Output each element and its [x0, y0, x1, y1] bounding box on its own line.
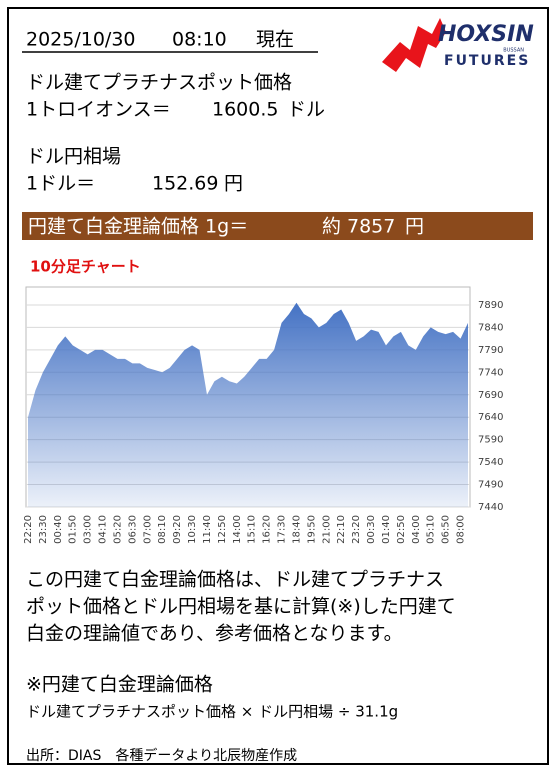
result-label: 円建て白金理論価格 1g＝: [28, 216, 248, 238]
frame: [7, 7, 549, 765]
fx-currency: 円: [224, 173, 243, 195]
x-tick-label: 22:10: [336, 515, 347, 544]
y-tick-label: 7890: [478, 300, 503, 311]
x-tick-label: 02:50: [396, 515, 407, 544]
x-tick-label: 16:20: [262, 515, 273, 544]
x-tick-label: 21:00: [321, 515, 332, 544]
platinum-unit: 1トロイオンス＝: [26, 99, 171, 121]
source: 出所：DIAS 各種データより北辰物産作成: [26, 747, 297, 764]
x-tick-label: 04:10: [98, 515, 109, 544]
y-tick-label: 7540: [478, 457, 503, 468]
logo-name: HOXSIN: [438, 22, 534, 47]
result-currency: 円: [405, 216, 424, 238]
x-tick-label: 14:00: [232, 515, 243, 544]
chart-title: 10分足チャート: [30, 258, 141, 276]
platinum-value: 1600.5: [212, 99, 278, 121]
x-tick-label: 23:30: [38, 515, 49, 544]
fx-label: ドル円相場: [26, 146, 121, 168]
time: 08:10: [172, 29, 227, 51]
area: [28, 302, 468, 507]
chart: 7440 7490 7540 7590 7640 7690 7740 7790 7840 7890…: [23, 286, 503, 544]
formula: ドル建てプラチナスポット価格 × ドル円相場 ÷ 31.1g: [26, 703, 398, 721]
formula-title: ※円建て白金理論価格: [26, 674, 213, 696]
x-tick-label: 03:00: [83, 515, 94, 544]
x-tick-label: 05:20: [112, 515, 123, 544]
x-tick-label: 05:10: [426, 515, 437, 544]
result-value: 7857: [347, 216, 395, 238]
date: 2025/10/30: [26, 29, 136, 51]
result-approx: 約: [322, 216, 341, 238]
x-tick-label: 08:10: [157, 515, 168, 544]
result-bar: [22, 212, 533, 240]
x-tick-label: 17:30: [277, 515, 288, 544]
x-tick-label: 11:40: [202, 515, 213, 544]
x-tick-label: 19:50: [306, 515, 317, 544]
note-line: 白金の理論値であり、参考価格となります。: [26, 623, 403, 645]
x-tick-label: 22:20: [23, 515, 34, 544]
logo-mark: [382, 18, 446, 72]
x-tick-label: 04:00: [411, 515, 422, 544]
y-tick-label: 7490: [478, 480, 503, 491]
y-tick-label: 7790: [478, 345, 503, 356]
y-tick-label: 7690: [478, 390, 503, 401]
status: 現在: [256, 29, 294, 51]
y-tick-label: 7590: [478, 435, 503, 446]
y-tick-label: 7840: [478, 322, 503, 333]
x-tick-label: 01:50: [68, 515, 79, 544]
x-tick-label: 18:40: [291, 515, 302, 544]
platinum-currency: ドル: [287, 99, 325, 121]
x-tick-label: 07:00: [142, 515, 153, 544]
fx-unit: 1ドル＝: [26, 173, 95, 195]
x-tick-label: 06:30: [127, 515, 138, 544]
x-tick-label: 10:30: [187, 515, 198, 544]
fx-value: 152.69: [152, 173, 218, 195]
x-tick-label: 09:20: [172, 515, 183, 544]
platinum-label: ドル建てプラチナスポット価格: [26, 72, 292, 94]
x-tick-label: 01:40: [381, 515, 392, 544]
logo: HOXSIN BUSSAN FUTURES: [382, 18, 534, 72]
note-line: この円建て白金理論価格は、ドル建てプラチナス: [26, 569, 444, 591]
y-tick-label: 7740: [478, 367, 503, 378]
x-tick-label: 00:40: [53, 515, 64, 544]
x-tick-label: 00:30: [366, 515, 377, 544]
x-tick-label: 12:50: [217, 515, 228, 544]
x-tick-label: 15:10: [247, 515, 258, 544]
x-tick-label: 06:50: [441, 515, 452, 544]
x-tick-label: 23:20: [351, 515, 362, 544]
x-tick-label: 08:00: [456, 515, 467, 544]
logo-sub: FUTURES: [444, 53, 530, 69]
y-tick-label: 7640: [478, 412, 503, 423]
logo-tag: BUSSAN: [503, 48, 524, 54]
y-tick-label: 7440: [478, 502, 503, 513]
note-line: ポット価格とドル円相場を基に計算(※)した円建て: [26, 596, 456, 618]
